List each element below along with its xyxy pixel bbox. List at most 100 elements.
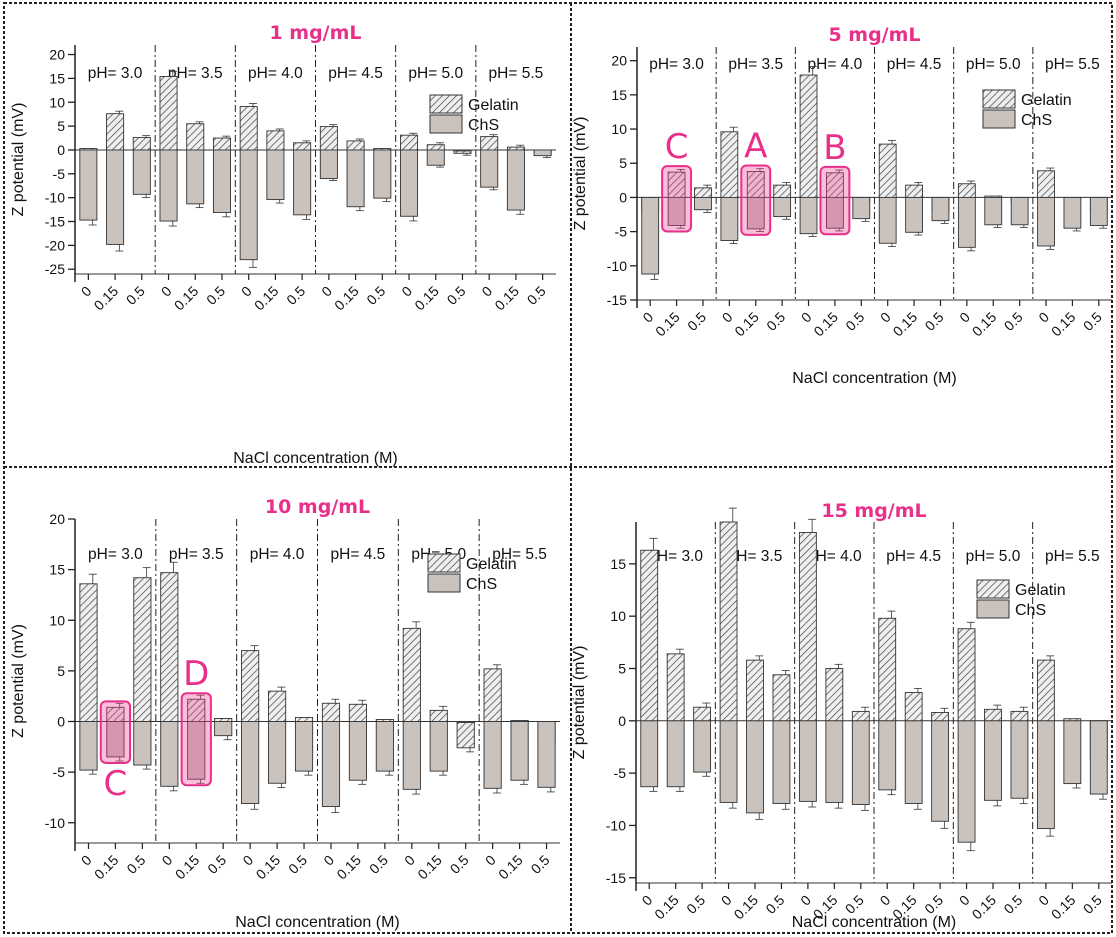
chs-bar	[375, 721, 394, 772]
chs-bar	[429, 721, 448, 772]
y-tick-label: -5	[615, 224, 628, 240]
chs-bar	[373, 149, 392, 199]
chs-bar	[984, 720, 1002, 801]
chs-bar	[1036, 720, 1055, 830]
ph-group-label: pH= 4.0	[248, 65, 303, 82]
chs-bar	[1063, 196, 1082, 229]
gelatin-bar	[159, 76, 178, 151]
y-tick-label: 15	[611, 87, 627, 103]
gelatin-bar	[266, 130, 285, 151]
x-tick-label: 0.15	[251, 283, 282, 314]
chs-bar	[537, 721, 556, 788]
x-tick-label: 0.15	[890, 309, 921, 340]
x-tick-label: 0	[239, 852, 256, 869]
chs-bar	[132, 149, 151, 195]
gelatin-bar	[294, 717, 314, 722]
chs-bar	[480, 149, 499, 188]
y-tick-label: 5	[57, 663, 65, 679]
x-tick-label: 0	[238, 283, 255, 300]
y-axis-title: Z potential (mV)	[10, 624, 27, 738]
x-tick-label: 0.15	[731, 892, 762, 923]
chs-bar	[957, 196, 976, 248]
gelatin-bar	[905, 184, 923, 198]
legend-swatch-gelatin	[976, 579, 1010, 599]
annotation-letter: B	[823, 128, 846, 168]
x-tick-label: 0.15	[91, 283, 122, 314]
x-tick-label: 0.15	[969, 892, 1000, 923]
chs-bar	[641, 196, 660, 275]
x-tick-label: 0.5	[1080, 309, 1105, 334]
x-tick-label: 0	[877, 309, 894, 326]
gelatin-bar	[400, 134, 419, 151]
chs-bar	[293, 149, 312, 216]
chs-bar	[241, 721, 260, 804]
gelatin-bar	[429, 709, 448, 722]
gelatin-bar	[212, 137, 231, 151]
x-axis-title: NaCl concentration (M)	[235, 914, 400, 931]
x-tick-label: 0	[719, 309, 736, 326]
chs-bar	[667, 196, 686, 226]
y-tick-label: -10	[607, 258, 627, 274]
gelatin-bar	[402, 627, 421, 722]
ph-group-label: pH= 5.0	[408, 65, 463, 82]
x-tick-label: 0	[956, 309, 973, 326]
chs-bar	[506, 149, 525, 211]
x-tick-label: 0.15	[731, 309, 762, 340]
y-tick-label: 5	[618, 660, 626, 676]
y-tick-label: -20	[45, 237, 65, 253]
gelatin-bar	[293, 142, 312, 151]
chs-bar	[773, 196, 792, 218]
ph-group-label: pH= 3.0	[648, 548, 703, 565]
ph-group-label: pH= 3.5	[728, 56, 783, 73]
ph-group-label: pH= 5.5	[1045, 56, 1100, 73]
y-tick-label: 0	[57, 142, 65, 158]
legend-swatch-gelatin	[982, 89, 1016, 109]
y-tick-label: 20	[49, 47, 65, 63]
ph-group-label: pH= 5.5	[492, 546, 547, 563]
chs-bar	[456, 721, 475, 723]
gelatin-bar	[719, 521, 738, 722]
x-axis-title: NaCl concentration (M)	[233, 450, 398, 467]
gelatin-bar	[825, 668, 844, 722]
chs-bar	[826, 196, 844, 229]
chs-bar	[852, 196, 871, 220]
legend-label-gelatin: Gelatin	[1015, 582, 1066, 599]
x-tick-label: 0.15	[331, 283, 362, 314]
chs-bar	[746, 196, 765, 230]
x-tick-label: 0.5	[1080, 892, 1105, 917]
ph-group-label: pH= 4.5	[886, 548, 941, 565]
x-axis-title: NaCl concentration (M)	[792, 914, 957, 931]
panel-title: 1 mg/mL	[269, 22, 361, 44]
gelatin-bar	[79, 583, 98, 722]
y-axis-title: Z potential (mV)	[571, 646, 588, 760]
gelatin-bar	[321, 702, 341, 722]
x-tick-label: 0.5	[1000, 892, 1025, 917]
x-tick-label: 0.15	[172, 852, 203, 883]
ph-group-label: pH= 4.0	[808, 56, 863, 73]
chs-bar	[1037, 196, 1055, 247]
y-tick-label: 20	[49, 511, 65, 527]
y-tick-label: 10	[610, 608, 626, 624]
ph-group-label: pH= 5.0	[966, 56, 1021, 73]
y-tick-label: 20	[611, 53, 627, 69]
y-tick-label: 10	[611, 121, 627, 137]
x-tick-label: 0.5	[524, 283, 549, 308]
x-tick-label: 0.15	[1048, 309, 1079, 340]
legend-swatch-chs	[427, 573, 461, 593]
y-axis-title: Z potential (mV)	[572, 117, 589, 231]
x-tick-label: 0.5	[842, 309, 867, 334]
x-tick-label: 0	[159, 852, 176, 869]
chs-bar	[904, 720, 923, 804]
chs-bar	[1089, 196, 1108, 226]
chart-panel-2: 5 mg/mL -15 -10 -5 0 5 10 15 20 pH= 3.0 pH= 3.5 pH=…	[572, 24, 1112, 387]
x-tick-label: 0	[78, 852, 95, 869]
gelatin-bar	[798, 532, 817, 722]
gelatin-bar	[426, 144, 445, 151]
x-tick-label: 0.15	[171, 283, 202, 314]
x-tick-label: 0.5	[363, 283, 388, 308]
x-tick-label: 0.5	[684, 309, 709, 334]
legend-label-gelatin: Gelatin	[466, 556, 517, 573]
legend: Gelatin ChS	[427, 553, 517, 593]
gelatin-bar	[480, 136, 499, 151]
x-tick-label: 0	[798, 309, 815, 326]
